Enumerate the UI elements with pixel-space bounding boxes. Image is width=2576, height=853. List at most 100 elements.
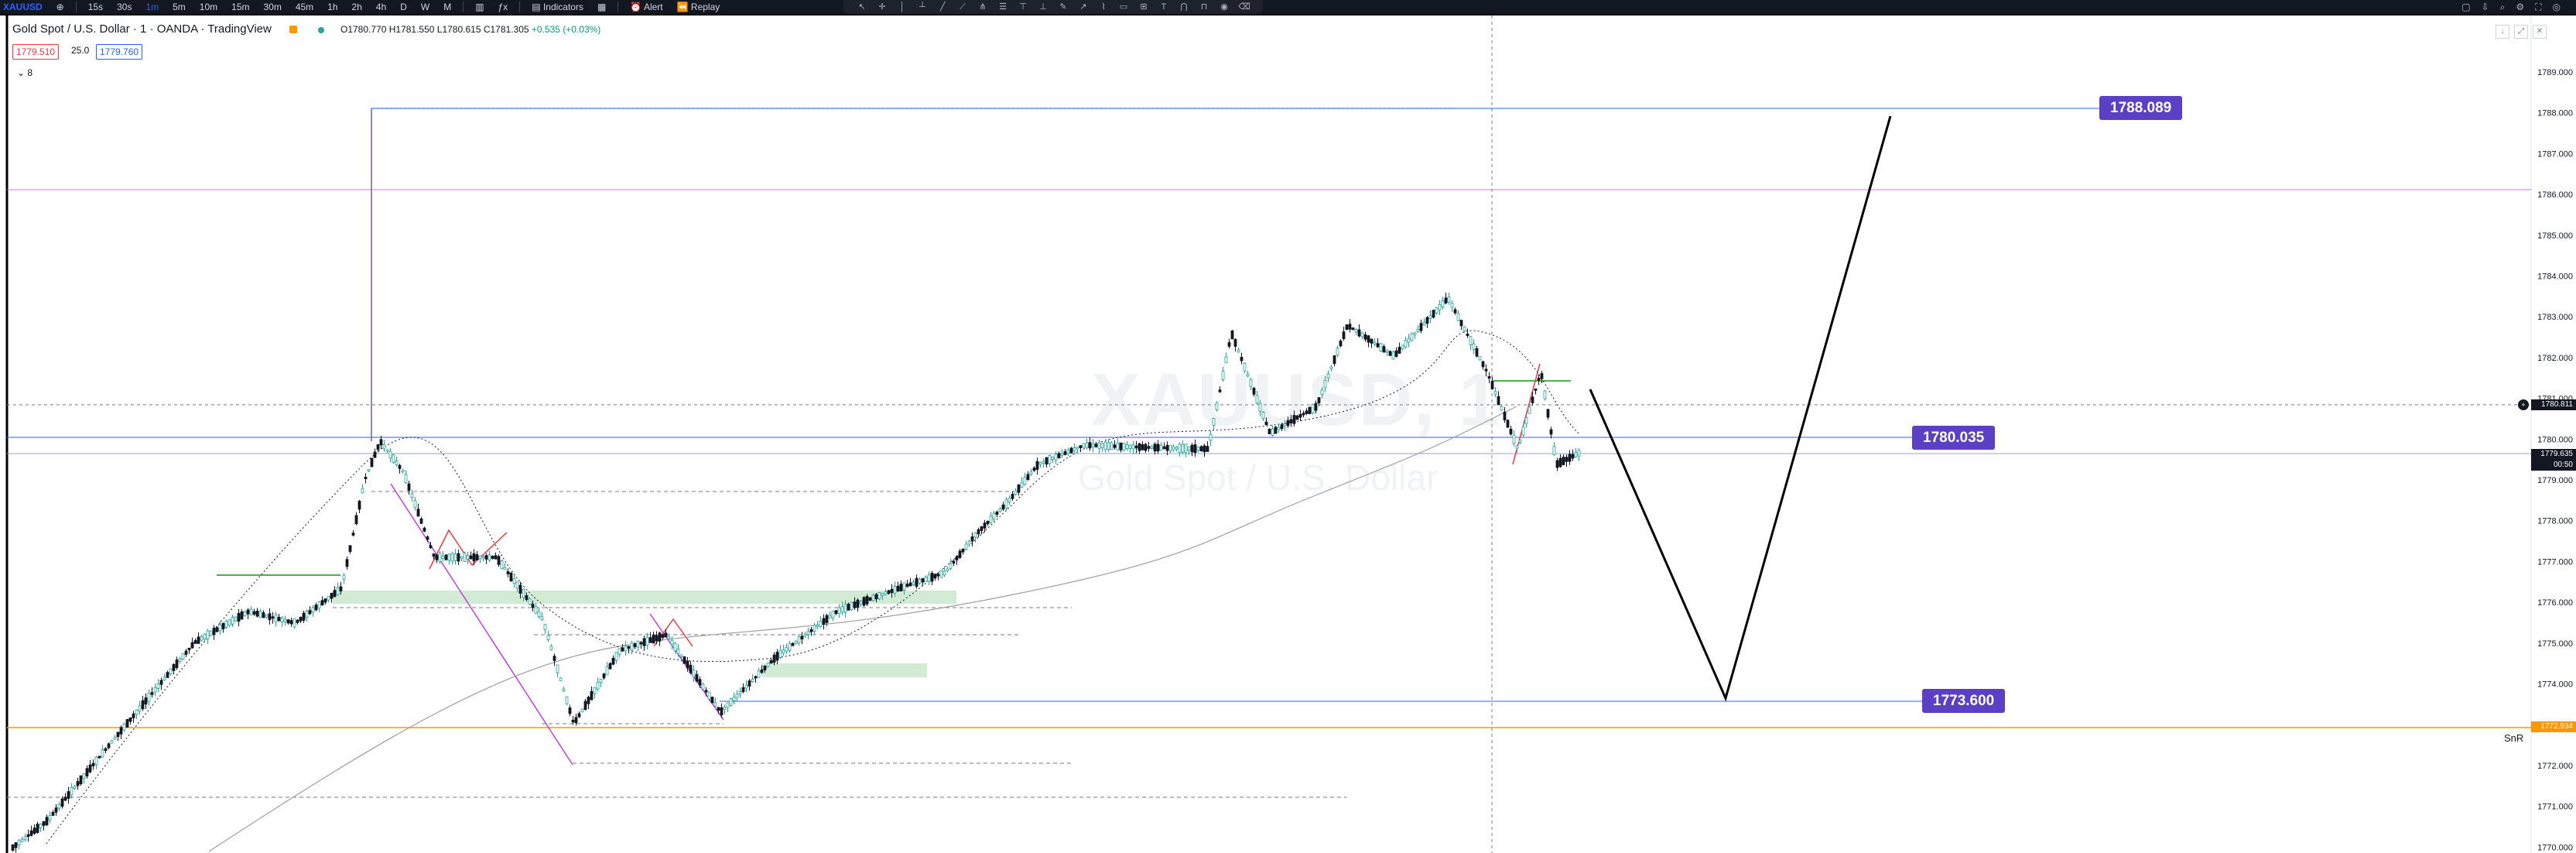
indicators-button[interactable]: ▤ Indicators (532, 2, 583, 12)
candle-body (1076, 447, 1079, 450)
candle-body (373, 451, 377, 458)
price-chart[interactable]: 1789.000 1788.000 1787.000 1786.000 1785.000… (0, 15, 2576, 853)
chart-type-icon[interactable]: ▥ (475, 2, 484, 12)
tradingview-logo-icon (289, 26, 297, 33)
price-tick: 1770.000 (2537, 843, 2573, 852)
candle-body (1379, 343, 1383, 351)
add-symbol-icon[interactable]: ⊕ (56, 2, 64, 12)
candle-body (169, 668, 173, 674)
long-position-icon[interactable]: ⊤ (1019, 2, 1027, 12)
camera-icon[interactable]: ◎ (2552, 2, 2561, 12)
candle-body (243, 611, 247, 616)
price-tick: 1780.000 (2537, 435, 2573, 444)
candle-body (1103, 441, 1107, 450)
candle-body (42, 820, 46, 826)
trash-icon[interactable]: ⌫ (1238, 2, 1250, 12)
candle-body (1079, 445, 1083, 448)
candle-body (113, 736, 117, 740)
candle-body (621, 647, 624, 652)
interval-10m[interactable]: 10m (199, 2, 218, 12)
sell-button[interactable]: 1779.510 (12, 44, 60, 60)
text-icon[interactable]: T (1161, 2, 1167, 12)
candle-body (484, 555, 488, 560)
candle-body (63, 796, 67, 801)
candle-body (1202, 445, 1206, 453)
crosshair-icon[interactable]: ✛ (878, 2, 886, 12)
level-label-middle[interactable]: 1780.035 (1912, 426, 1996, 450)
buy-button[interactable]: 1779.760 (96, 44, 143, 60)
candle-body (404, 474, 408, 484)
candle-body (407, 483, 411, 491)
candle-body (1267, 428, 1271, 434)
interval-m[interactable]: M (443, 2, 452, 12)
templates-icon[interactable]: ▦ (597, 2, 607, 12)
chart-title[interactable]: Gold Spot / U.S. Dollar · 1 · OANDA · Tr… (12, 22, 272, 36)
interval-5m[interactable]: 5m (173, 2, 186, 12)
candle-body (751, 678, 754, 683)
alert-button[interactable]: ⏰ Alert (630, 2, 663, 12)
candle-body (138, 705, 142, 711)
candle-body (258, 611, 262, 618)
candle-body (392, 454, 395, 464)
interval-15s[interactable]: 15s (87, 2, 104, 12)
interval-w[interactable]: W (420, 2, 430, 12)
level-label-upper[interactable]: 1788.089 (2099, 96, 2183, 120)
save-icon[interactable]: ⇩ (2481, 2, 2489, 12)
interval-1m[interactable]: 1m (145, 2, 159, 12)
brush-icon[interactable]: ✎ (1059, 2, 1067, 12)
fib-icon[interactable]: ☰ (999, 2, 1007, 12)
crosshair-price-icon[interactable]: + (2518, 399, 2529, 410)
candle-body (1305, 410, 1309, 414)
path-icon[interactable]: ⌇ (1101, 2, 1106, 12)
search-icon[interactable]: ⌕ (2499, 1, 2506, 12)
close-pane-icon[interactable]: ✕ (2533, 25, 2547, 39)
candle-body (961, 548, 965, 553)
fullscreen-icon[interactable]: ⛶ (2535, 1, 2542, 12)
arrow-down-icon[interactable]: ↓ (2496, 25, 2509, 39)
candle-body (1345, 324, 1349, 331)
candle-body (568, 707, 572, 714)
arrow-icon[interactable]: ↗ (1079, 2, 1087, 12)
interval-d[interactable]: D (400, 2, 407, 12)
interval-45m[interactable]: 45m (295, 2, 314, 12)
candle-body (1555, 460, 1559, 468)
candle-body (1410, 333, 1414, 341)
fx-icon[interactable]: ƒx (498, 2, 508, 12)
eye-icon[interactable]: ◉ (1220, 2, 1228, 12)
candle-body (707, 691, 711, 700)
rectangle-icon[interactable]: ▭ (1119, 2, 1128, 12)
crosshair-price-tag: 1780.811 (2531, 399, 2576, 410)
candle-body (1125, 444, 1129, 450)
interval-30m[interactable]: 30m (263, 2, 282, 12)
interval-4h[interactable]: 4h (375, 2, 387, 12)
settings-icon[interactable]: ⚙ (2516, 2, 2525, 12)
lock-icon[interactable]: ⊓ (1200, 2, 1208, 12)
candle-body (1565, 457, 1569, 462)
measure-icon[interactable]: ⊞ (1140, 2, 1148, 12)
trend-line-icon[interactable]: ╱ (939, 2, 946, 12)
magnet-icon[interactable]: ⋂ (1180, 2, 1188, 12)
interval-15m[interactable]: 15m (231, 2, 250, 12)
layout-icon[interactable]: ▢ (2461, 2, 2471, 12)
pitchfork-icon[interactable]: ⋔ (979, 2, 987, 12)
candle-body (661, 634, 665, 639)
candle-body (1394, 350, 1398, 357)
interval-1h[interactable]: 1h (327, 2, 338, 12)
interval-30s[interactable]: 30s (117, 2, 132, 12)
candle-body (1438, 303, 1442, 310)
horizontal-line-icon[interactable]: ┴ (919, 2, 925, 12)
cursor-icon[interactable]: ↖ (858, 2, 866, 12)
replay-button[interactable]: ⏪ Replay (676, 2, 720, 12)
candle-body (17, 840, 21, 846)
vertical-line-icon[interactable]: │ (899, 2, 905, 12)
level-label-lower[interactable]: 1773.600 (1922, 689, 2006, 713)
candle-body (1534, 388, 1538, 391)
indicator-collapse-toggle[interactable]: ⌄ 8 (17, 67, 33, 78)
ray-icon[interactable]: ⟋ (960, 2, 966, 12)
interval-2h[interactable]: 2h (351, 2, 362, 12)
short-position-icon[interactable]: ⊥ (1039, 2, 1047, 12)
candle-body (1051, 457, 1055, 460)
expand-icon[interactable]: ⤢ (2514, 25, 2528, 39)
candle-body (831, 611, 835, 618)
symbol-search-button[interactable]: XAUUSD (3, 2, 43, 12)
